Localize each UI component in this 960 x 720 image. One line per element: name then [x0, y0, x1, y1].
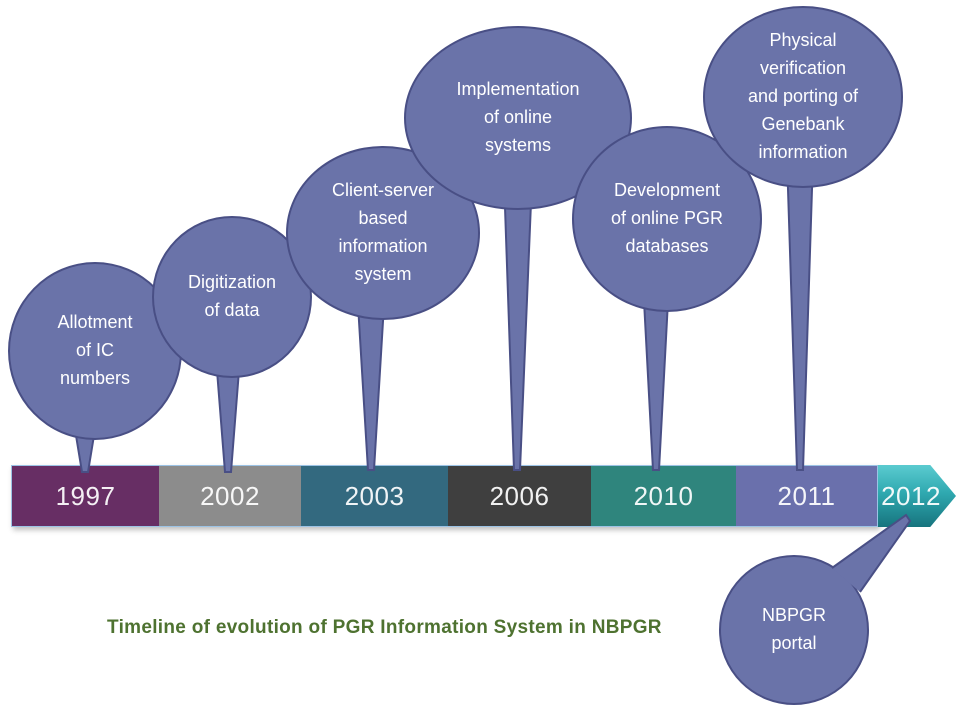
callout-label: Physical verification and porting of Gen… — [747, 30, 859, 162]
year-label: 2002 — [200, 480, 260, 511]
callout-label: Allotment of IC numbers — [57, 312, 133, 388]
callout-tail-2011 — [785, 157, 815, 471]
callout-label: NBPGR portal — [761, 605, 826, 653]
callout-tail-2006 — [502, 177, 534, 471]
segment-2002: 2002 — [159, 466, 301, 526]
callout-label: Development of online PGR databases — [610, 180, 724, 256]
year-label: 2011 — [777, 480, 836, 511]
diagram-caption: Timeline of evolution of PGR Information… — [107, 617, 662, 638]
segment-2012-arrow: 2012 — [878, 465, 956, 527]
year-label: 2010 — [633, 480, 694, 511]
segment-2003: 2003 — [301, 466, 448, 526]
segment-2010: 2010 — [591, 466, 736, 526]
callout-label: Client-server based information system — [331, 180, 435, 284]
callout-label: Implementation of online systems — [456, 79, 580, 155]
callout-2011: Physical verification and porting of Gen… — [703, 6, 903, 188]
callout-label: Digitization of data — [187, 272, 277, 320]
segment-2006: 2006 — [448, 466, 591, 526]
segment-1997: 1997 — [12, 466, 159, 526]
year-label: 2012 — [881, 480, 941, 511]
year-label: 1997 — [55, 480, 116, 511]
timeline-bar: 1997 2002 2003 2006 2010 2011 — [11, 465, 878, 527]
callout-2012-nbpgr-portal: NBPGR portal — [719, 555, 869, 705]
year-label: 2006 — [489, 480, 550, 511]
year-label: 2003 — [344, 480, 405, 511]
segment-2011: 2011 — [736, 466, 877, 526]
